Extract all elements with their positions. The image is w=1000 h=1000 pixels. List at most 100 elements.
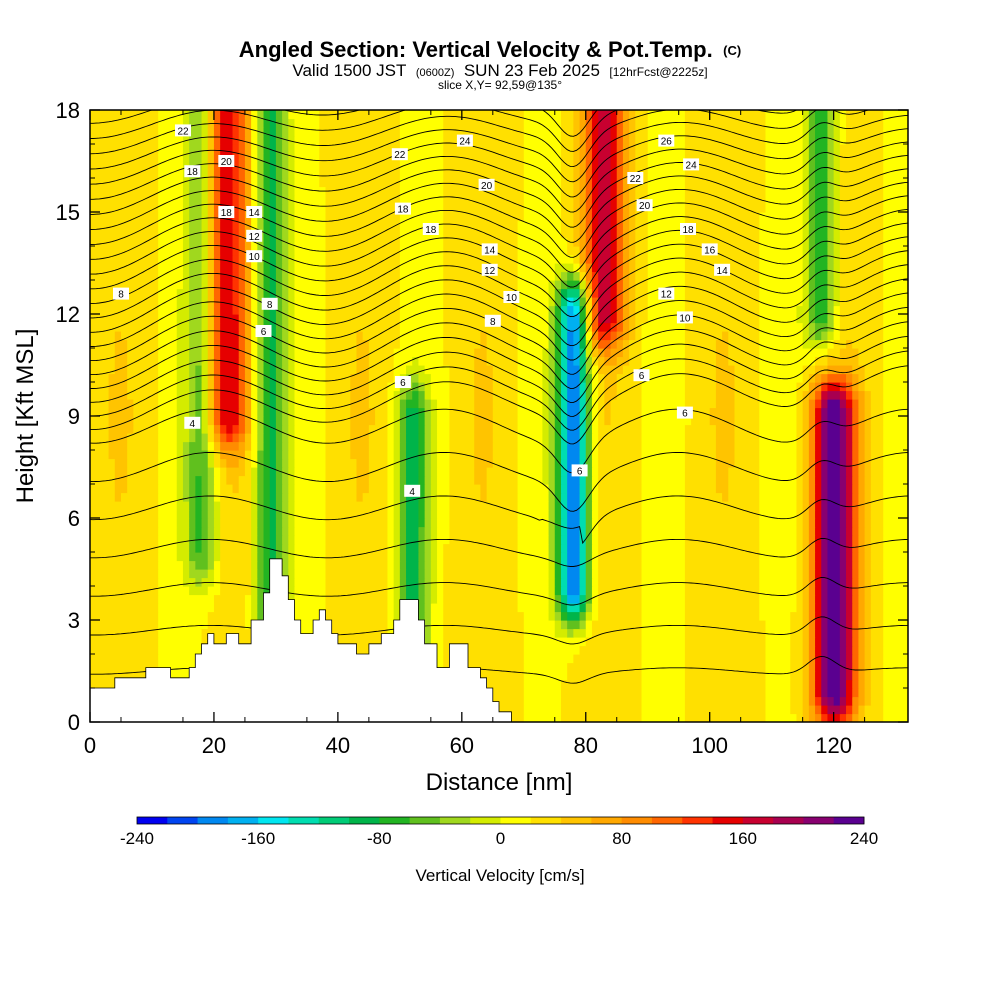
velocity-cell (796, 467, 804, 477)
velocity-cell (387, 577, 395, 587)
velocity-cell (189, 501, 196, 511)
velocity-cell (635, 280, 649, 290)
velocity-cell (90, 178, 159, 188)
velocity-cell (158, 450, 178, 460)
velocity-cell (883, 526, 908, 536)
velocity-cell (839, 441, 847, 451)
velocity-cell (257, 526, 265, 536)
velocity-cell (127, 433, 159, 443)
velocity-cell (207, 501, 215, 511)
velocity-cell (684, 110, 767, 120)
velocity-cell (263, 263, 271, 273)
velocity-cell (282, 509, 289, 519)
velocity-cell (517, 288, 550, 298)
velocity-cell (641, 662, 686, 672)
velocity-cell (213, 348, 221, 358)
velocity-cell (325, 407, 351, 417)
velocity-cell (393, 399, 401, 409)
velocity-cell (852, 424, 860, 434)
velocity-cell (90, 280, 159, 290)
velocity-cell (598, 263, 612, 273)
velocity-cell (833, 135, 841, 145)
velocity-cell (418, 603, 426, 613)
velocity-cell (883, 679, 908, 689)
velocity-cell (808, 603, 816, 613)
velocity-cell (430, 628, 444, 638)
velocity-cell (852, 671, 860, 681)
velocity-cell (554, 560, 562, 570)
velocity-cell (114, 484, 128, 494)
velocity-cell (474, 365, 494, 375)
velocity-cell (269, 356, 277, 366)
velocity-cell (393, 518, 401, 528)
velocity-cell (629, 246, 636, 256)
velocity-cell (282, 263, 289, 273)
velocity-cell (815, 144, 829, 154)
x-tick-label: 100 (691, 733, 728, 758)
velocity-cell (870, 433, 884, 443)
velocity-cell (641, 603, 686, 613)
velocity-cell (220, 356, 240, 366)
velocity-cell (288, 110, 320, 120)
velocity-cell (207, 450, 215, 460)
velocity-cell (387, 484, 395, 494)
velocity-cell (684, 594, 760, 604)
velocity-cell (294, 509, 327, 519)
velocity-cell (641, 560, 686, 570)
velocity-cell (604, 348, 612, 358)
velocity-cell (598, 339, 612, 349)
velocity-cell (846, 671, 853, 681)
velocity-cell (622, 127, 630, 137)
velocity-cell (684, 237, 760, 247)
velocity-cell (815, 433, 822, 443)
velocity-cell (579, 271, 587, 281)
velocity-cell (870, 450, 884, 460)
velocity-cell (325, 569, 389, 579)
velocity-cell (808, 195, 816, 205)
velocity-cell (356, 458, 370, 468)
velocity-cell (127, 484, 159, 494)
velocity-cell (189, 178, 203, 188)
velocity-cell (275, 212, 283, 222)
velocity-cell (399, 509, 407, 519)
velocity-cell (418, 569, 426, 579)
velocity-cell (591, 365, 599, 375)
velocity-cell (393, 416, 401, 426)
colorbar-swatch (682, 817, 713, 824)
velocity-cell (579, 314, 587, 324)
velocity-cell (207, 195, 215, 205)
velocity-cell (207, 543, 215, 553)
contour-label: 10 (503, 291, 520, 304)
velocity-cell (418, 509, 426, 519)
velocity-cell (542, 407, 550, 417)
velocity-cell (393, 348, 444, 358)
velocity-cell (839, 161, 884, 171)
velocity-cell (257, 127, 265, 137)
velocity-cell (430, 382, 451, 392)
velocity-cell (852, 586, 860, 596)
velocity-cell (647, 271, 686, 281)
isentrope-22 (90, 181, 908, 258)
velocity-cell (90, 135, 159, 145)
velocity-cell (213, 144, 221, 154)
velocity-cell (585, 594, 593, 604)
velocity-cell (269, 433, 277, 443)
velocity-cell (257, 594, 265, 604)
velocity-cell (759, 518, 798, 528)
velocity-cell (852, 620, 860, 630)
velocity-cell (182, 203, 190, 213)
velocity-cell (443, 110, 525, 120)
velocity-cell (715, 475, 729, 485)
velocity-cell (684, 118, 767, 128)
velocity-cell (579, 297, 587, 307)
velocity-cell (802, 603, 810, 613)
velocity-cell (523, 662, 568, 672)
velocity-cell (591, 552, 599, 562)
velocity-cell (251, 220, 258, 230)
velocity-cell (567, 484, 581, 494)
velocity-cell (406, 450, 420, 460)
velocity-cell (870, 552, 884, 562)
velocity-cell (127, 458, 159, 468)
velocity-cell (263, 152, 271, 162)
velocity-cell (641, 390, 686, 400)
